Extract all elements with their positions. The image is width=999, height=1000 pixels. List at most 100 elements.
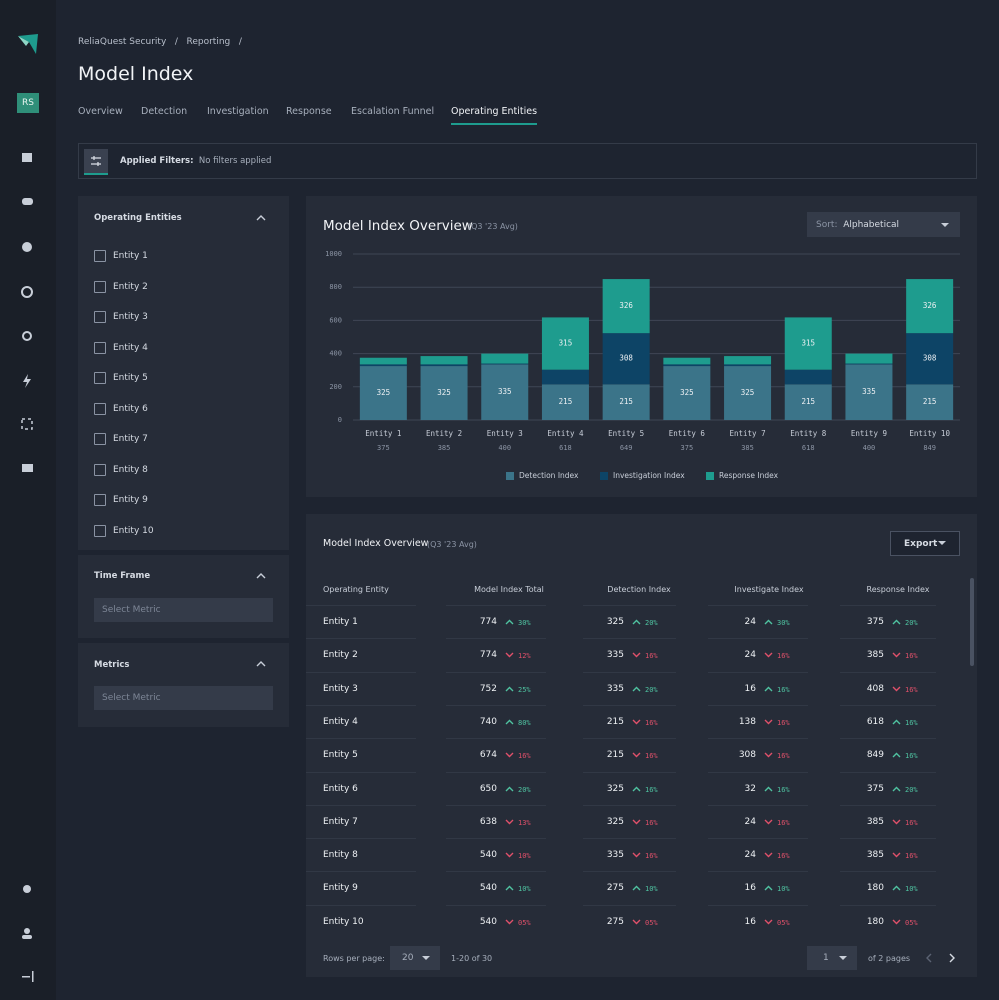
trend-arrow <box>505 752 514 758</box>
chart-panel: Model Index Overview (Q3 '23 Avg) Sort: … <box>306 196 977 497</box>
y-tick-label: 1000 <box>325 250 342 258</box>
bar-segment <box>359 357 407 365</box>
cell-change: 30% <box>518 619 531 627</box>
cell-value: 849 <box>866 750 884 761</box>
bar-segment <box>845 363 893 365</box>
trend-arrow <box>632 885 641 891</box>
data-label: 326 <box>619 301 633 310</box>
bar-segment <box>481 364 529 420</box>
export-label: Export <box>904 539 938 549</box>
x-total-label: 849 <box>923 444 936 452</box>
x-tick-label: Entity 10 <box>909 429 950 438</box>
data-label: 325 <box>741 388 755 397</box>
option-label: Entity 2 <box>113 281 148 292</box>
bar-segment <box>906 384 954 420</box>
row-divider <box>708 704 808 706</box>
sidebar: RS <box>0 0 56 1000</box>
select[interactable]: Select Metric <box>94 598 273 622</box>
crumb[interactable]: Reporting <box>186 37 231 47</box>
column-header: Response Index <box>866 585 930 594</box>
row-divider <box>306 671 416 673</box>
export-button[interactable]: Export <box>890 531 960 556</box>
bar-segment <box>481 363 529 365</box>
cell-change: 16% <box>905 718 918 727</box>
cell-value: 638 <box>479 816 497 827</box>
checkbox[interactable] <box>94 341 106 354</box>
x-total-label: 400 <box>498 444 511 452</box>
cell-value: 16 <box>744 916 756 927</box>
cell-change: 16% <box>777 818 790 827</box>
x-total-label: 649 <box>620 444 633 452</box>
cell-value: 16 <box>744 883 756 894</box>
page-select[interactable]: 1 <box>807 946 857 970</box>
checkbox[interactable] <box>94 311 106 323</box>
breadcrumb: ReliaQuest Security / Reporting / <box>78 36 242 48</box>
row-divider <box>840 838 936 840</box>
checkbox[interactable] <box>94 372 106 384</box>
option-label: Entity 9 <box>113 495 148 505</box>
trend-arrow <box>892 852 901 858</box>
entity-cell: Entity 2 <box>323 650 358 661</box>
entity-cell: Entity 3 <box>323 683 358 694</box>
page-title: Model Index <box>78 63 194 85</box>
bar-segment <box>602 384 650 420</box>
filter-button[interactable] <box>84 149 108 175</box>
row-divider <box>583 671 676 673</box>
trend-arrow <box>764 819 773 825</box>
row-divider <box>446 771 546 773</box>
entities-panel: Operating Entities Entity 1 Entity 2 Entity… <box>78 196 289 550</box>
row-divider <box>708 771 808 773</box>
chevrons[interactable] <box>254 210 268 680</box>
trend-arrow <box>764 619 773 625</box>
entity-cell: Entity 5 <box>323 750 358 761</box>
cell-change: 10% <box>518 885 531 894</box>
checkbox[interactable] <box>94 250 106 262</box>
trend-arrow <box>892 919 901 925</box>
option-label: Entity 7 <box>113 434 148 444</box>
crumb[interactable]: ReliaQuest Security <box>78 37 167 47</box>
checkbox[interactable] <box>94 433 106 445</box>
option-label: Entity 1 <box>113 251 148 261</box>
avatar[interactable]: RS <box>17 93 39 113</box>
tab[interactable]: Escalation Funnel <box>351 106 435 117</box>
pager-arrows[interactable] <box>923 952 959 964</box>
rows-select[interactable]: 20 <box>390 946 440 970</box>
filter-bar: Applied Filters: No filters applied <box>78 143 977 179</box>
nav-icons[interactable] <box>20 150 36 490</box>
cell-change: 16% <box>777 785 790 794</box>
cell-change: 16% <box>905 818 918 827</box>
checkbox[interactable] <box>94 524 106 537</box>
checkbox[interactable] <box>94 280 106 293</box>
row-divider <box>446 638 546 640</box>
column-header: Model Index Total <box>474 585 544 594</box>
checkbox[interactable] <box>94 402 106 415</box>
bar-segment <box>541 317 589 370</box>
x-tick-label: Entity 4 <box>547 429 584 438</box>
time-frame-panel: Time Frame Select Metric <box>78 555 289 638</box>
row-divider <box>583 904 676 906</box>
checkbox[interactable] <box>94 494 106 506</box>
checkbox[interactable] <box>94 463 106 476</box>
tab[interactable]: Investigation <box>207 106 269 117</box>
data-label: 308 <box>923 354 937 363</box>
metrics-panel: Metrics Select Metric <box>78 643 289 727</box>
chart: 0 200 400 600 800 1000 325 Entity 1 375 325 Entity… <box>325 250 960 480</box>
crumb-sep: / <box>238 37 242 47</box>
row-divider <box>583 871 676 873</box>
trend-arrow <box>505 819 514 825</box>
filter-value: No filters applied <box>198 156 272 166</box>
cell-change: 16% <box>777 685 790 694</box>
tab[interactable]: Detection <box>141 106 188 117</box>
legend-swatch <box>600 472 608 480</box>
nav-bottom-icons[interactable] <box>20 880 36 985</box>
select[interactable]: Select Metric <box>94 686 273 710</box>
tab[interactable]: Overview <box>78 106 123 117</box>
row-divider <box>708 671 808 673</box>
tab[interactable]: Response <box>286 106 332 117</box>
scrollbar[interactable] <box>970 578 974 666</box>
row-divider <box>446 838 546 840</box>
table-panel: Model Index Overview (Q3 '23 Avg) Export… <box>306 514 977 977</box>
tab[interactable]: Operating Entities <box>451 106 538 125</box>
trend-arrow <box>632 819 641 825</box>
sort-select[interactable]: Sort: Alphabetical <box>807 212 960 237</box>
